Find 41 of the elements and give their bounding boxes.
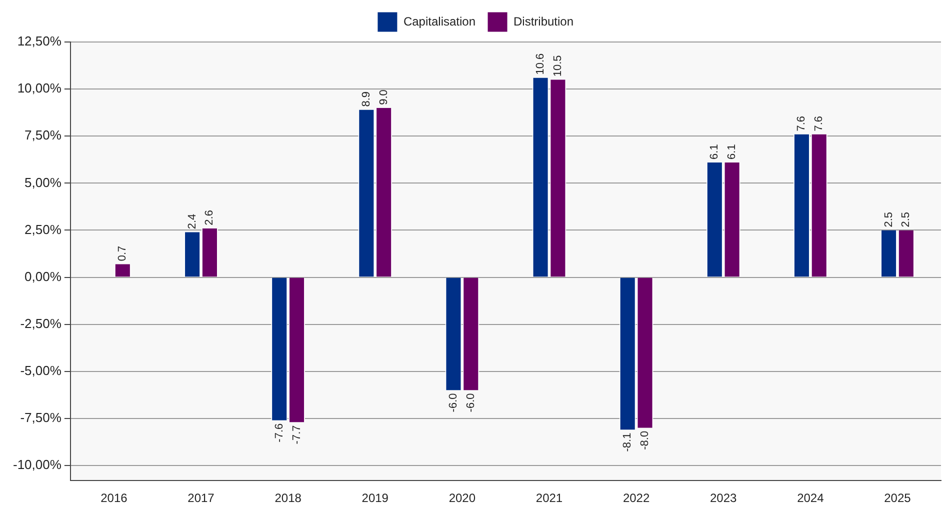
data-label: -6.0 [448,393,460,412]
data-label: 6.1 [726,144,738,160]
x-tick-label: 2024 [797,491,824,506]
x-tick-label: 2021 [536,491,563,506]
data-label: 2.5 [900,212,912,228]
data-label: -7.6 [273,423,286,442]
y-tick-label: 0,00% [24,268,62,284]
x-tick-label: 2020 [448,491,476,506]
y-tick-label: 5,00% [24,174,62,190]
x-tick-label: 2016 [100,491,128,506]
x-tick-label: 2025 [884,491,912,506]
x-tick-label: 2022 [622,491,650,506]
data-label: -8.1 [622,432,634,452]
data-label: 2.4 [186,214,198,230]
legend-label: Capitalisation [403,14,476,28]
x-tick-label: 2023 [710,491,738,506]
y-tick-label: 10,00% [17,80,62,96]
x-tick-label: 2018 [274,491,302,506]
data-label: 6.1 [708,144,721,160]
legend-label: Distribution [514,14,574,28]
x-tick-label: 2017 [188,491,215,506]
x-tick-label: 2019 [362,491,389,506]
y-tick-label: -10,00% [13,457,62,472]
data-label: 8.9 [360,91,372,107]
y-tick-label: 12,50% [17,34,62,49]
y-tick-label: -5,00% [20,363,62,378]
data-label: 2.5 [882,212,895,228]
data-label: 0.7 [116,246,129,262]
data-label: -7.7 [290,425,303,444]
y-tick-label: 7,50% [24,128,62,143]
data-label: 9.0 [378,90,390,105]
data-label: -8.0 [639,430,652,450]
data-label: 10.6 [534,53,547,75]
data-label: 10.5 [552,55,564,77]
data-label: -6.0 [464,393,477,412]
y-tick-label: 2,50% [24,222,62,237]
data-label: 2.6 [204,210,216,226]
y-tick-label: -7,50% [20,410,62,426]
data-label: 7.6 [796,116,808,132]
y-tick-label: -2,50% [20,316,62,331]
data-label: 7.6 [813,116,826,132]
